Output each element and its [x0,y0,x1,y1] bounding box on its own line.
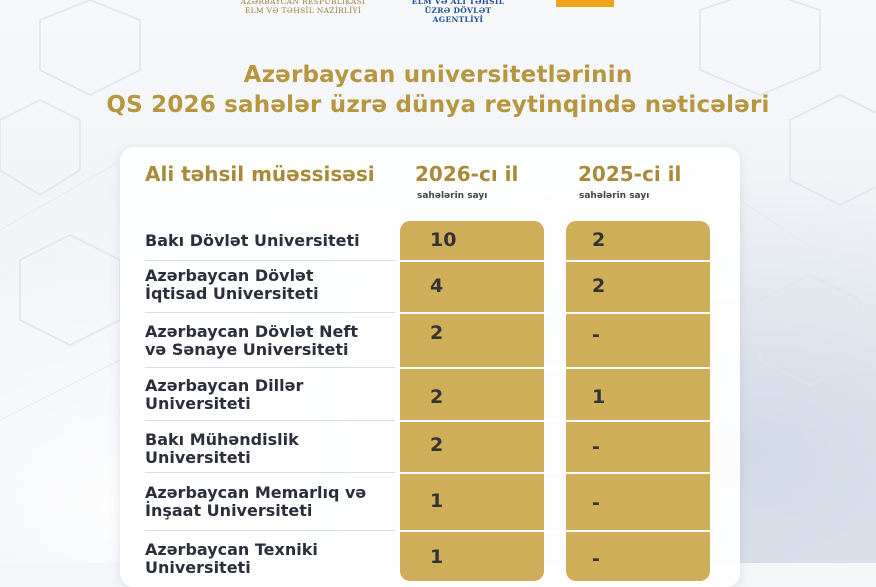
value-2026: 2 [430,322,444,344]
value-2026: 2 [430,386,444,408]
institution-name-line-1: Azərbaycan Dövlət [145,266,314,285]
value-2025: 2 [592,275,606,297]
row-divider [145,312,711,314]
institution-name: Azərbaycan Dillər Universiteti [145,377,390,413]
row-divider [145,420,711,422]
institution-name: Bakı Dövlət Universiteti [145,232,390,250]
value-2026: 1 [430,490,444,512]
row-divider [145,260,711,262]
value-2025: - [592,436,600,458]
institution-name: Azərbaycan Dövlət İqtisad Universiteti [145,267,390,303]
institution-name: Bakı Mühəndislik Universiteti [145,431,390,467]
institution-name-line-2: Universiteti [145,394,251,413]
row-divider [145,312,395,313]
column-2025-background [566,221,710,581]
value-2025: 2 [592,229,606,251]
institution-name: Azərbaycan Dövlət Neft və Sənaye Univers… [145,323,390,359]
column-header-2025: 2025-ci il [578,162,682,186]
institution-name-line-1: Bakı Dövlət Universiteti [145,231,360,250]
row-divider [145,420,395,421]
row-divider [145,530,711,532]
title-line-2: QS 2026 sahələr üzrə dünya reytinqində n… [106,92,770,118]
agency-logo-text: ELM VƏ ALİ TƏHSİL ÜZRƏ DÖVLƏT AGENTLİYİ [411,0,505,24]
value-2025: - [592,548,600,570]
institution-name: Azərbaycan Memarlıq və İnşaat Universite… [145,484,390,520]
value-2026: 2 [430,434,444,456]
institution-name-line-2: İnşaat Universiteti [145,501,313,520]
title-line-1: Azərbaycan universitetlərinin [243,62,633,88]
column-subheader-2025: sahələrin sayı [579,191,650,201]
column-2026-background [400,221,544,581]
institution-name-line-1: Azərbaycan Dillər [145,376,304,395]
logo-bar: AZƏRBAYCAN RESPUBLİKASI ELM VƏ TƏHSİL NA… [0,0,876,24]
institution-name-line-1: Azərbaycan Memarlıq və [145,483,367,502]
column-header-institution: Ali təhsil müəssisəsi [145,162,375,186]
row-divider [145,367,711,369]
institution-name-line-1: Azərbaycan Texniki [145,540,318,559]
institution-name-line-2: Universiteti [145,448,251,467]
row-divider [145,530,395,531]
value-2026: 4 [430,275,444,297]
institution-name: Azərbaycan Texniki Universiteti [145,541,390,577]
institution-name-line-2: və Sənaye Universiteti [145,340,349,359]
row-divider [145,260,395,261]
orange-logo-block [556,0,614,7]
institution-name-line-1: Bakı Mühəndislik [145,430,299,449]
row-divider [145,472,395,473]
value-2025: - [592,324,600,346]
page-title: Azərbaycan universitetlərinin QS 2026 sa… [0,60,876,120]
ministry-logo-text: AZƏRBAYCAN RESPUBLİKASI ELM VƏ TƏHSİL NA… [240,0,366,15]
value-2025: - [592,492,600,514]
institution-name-line-1: Azərbaycan Dövlət Neft [145,322,358,341]
row-divider [145,367,395,368]
institution-name-line-2: İqtisad Universiteti [145,284,319,303]
value-2026: 1 [430,546,444,568]
institution-name-line-2: Universiteti [145,558,251,577]
value-2026: 10 [430,229,457,251]
row-divider [145,472,711,474]
value-2025: 1 [592,386,606,408]
column-header-2026: 2026-cı il [415,162,519,186]
column-subheader-2026: sahələrin sayı [417,191,488,201]
